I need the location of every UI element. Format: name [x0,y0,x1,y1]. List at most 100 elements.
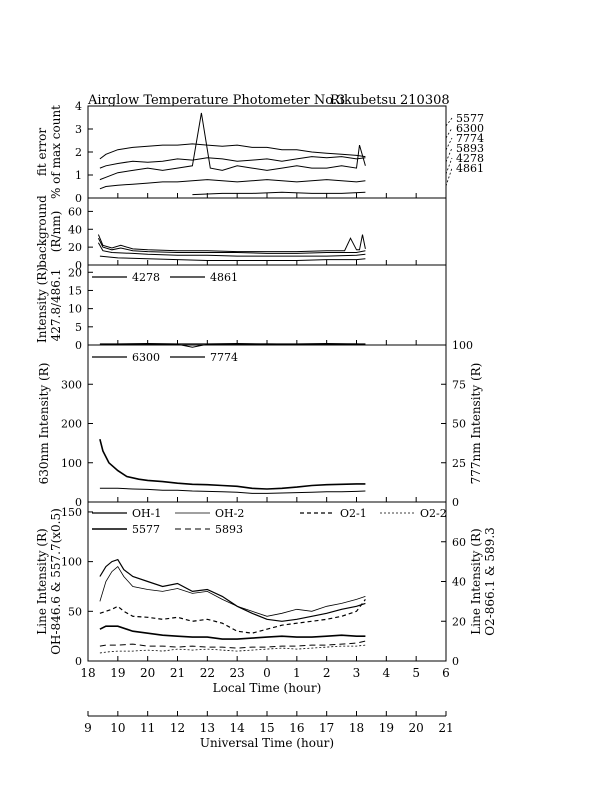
y-right-tick-label-red-intensity: 50 [452,418,466,431]
x-universal-tick-label: 9 [84,721,92,735]
series-line-fit-error-5893 [99,179,366,190]
series-line-background-bg-3 [97,242,366,257]
series-line-line-intensity-O2-1 [99,599,366,634]
x-universal-tick-label: 10 [110,721,125,735]
y-axis-label-fit-error: fit error [35,128,49,176]
y-tick-label-line-intensity: 50 [68,605,82,618]
right-label-4861: 4861 [456,162,484,175]
legend-label-OH-1: OH-1 [132,507,161,520]
series-line-background-bg-2 [97,237,366,254]
y-axis-label-red-intensity: 630nm Intensity (R) [37,363,51,485]
x-local-tick-label: 18 [80,666,95,680]
y-right-tick-label-line-intensity: 0 [452,655,459,668]
y-tick-label-red-intensity: 300 [61,378,82,391]
legend-label-6300: 6300 [132,351,160,364]
y-tick-label-background: 60 [68,205,82,218]
right-label-leader-5893 [445,147,453,163]
x-local-axis-label: Local Time (hour) [213,681,322,695]
y-tick-label-blue-intensity: 20 [68,266,82,279]
right-label-leader-4278 [445,157,453,175]
series-line-line-intensity-5893 [99,640,366,649]
y-axis-label-background: (R/nm) [49,211,63,253]
right-label-leader-5577 [445,117,453,127]
y-axis-label-line-intensity: OH-846.6 & 557.7(x0.5) [49,508,63,655]
x-universal-tick-label: 18 [349,721,364,735]
right-label-leader-7774 [445,137,453,151]
y-tick-label-fit-error: 3 [75,123,82,136]
x-universal-tick-label: 15 [259,721,274,735]
x-local-tick-label: 0 [263,666,271,680]
legend-label-O2-1: O2-1 [340,507,367,520]
x-local-tick-label: 6 [442,666,450,680]
legend-label-OH-2: OH-2 [215,507,244,520]
y-tick-label-red-intensity: 100 [61,457,82,470]
x-universal-tick-label: 14 [230,721,246,735]
series-line-fit-error-7774 [99,112,366,181]
y-axis-label-blue-intensity: Intensity (R) [35,267,49,343]
x-local-tick-label: 5 [412,666,420,680]
x-local-tick-label: 4 [383,666,391,680]
y-tick-label-background: 20 [68,241,82,254]
y-tick-label-red-intensity: 0 [75,496,82,509]
y-tick-label-line-intensity: 150 [61,506,82,519]
right-label-leader-6300 [445,127,453,139]
y-tick-label-blue-intensity: 10 [68,303,82,316]
x-local-tick-label: 20 [140,666,155,680]
y-tick-label-line-intensity: 0 [75,655,82,668]
x-local-tick-label: 21 [170,666,185,680]
series-line-red-intensity-7774 [99,487,366,494]
y-axis-label-line-intensity: Line Intensity (R) [35,528,49,634]
right-label-6300: 6300 [456,122,484,135]
series-line-background-bg-1 [97,234,366,253]
series-line-background-bg-4 [99,255,366,261]
chart-title: Airglow Temperature Photometer No.3 [87,93,345,108]
y-right-tick-label-red-intensity: 0 [452,496,459,509]
series-line-line-intensity-OH-1 [99,558,366,622]
y-tick-label-background: 40 [68,223,82,236]
y-tick-label-fit-error: 4 [75,100,82,113]
y-tick-label-line-intensity: 100 [61,556,82,569]
series-line-fit-error-4278 [192,191,366,196]
x-universal-tick-label: 16 [289,721,304,735]
x-universal-tick-label: 12 [170,721,185,735]
x-universal-tick-label: 20 [409,721,424,735]
x-local-tick-label: 2 [323,666,331,680]
series-line-red-intensity-6300 [99,439,366,490]
y-right-axis-label-line-intensity: Line Intensity (R) [469,528,483,634]
right-label-5893: 5893 [456,142,484,155]
series-line-line-intensity-OH-2 [99,565,366,617]
series-line-fit-error-6300 [99,156,366,169]
y-right-tick-label-red-intensity: 25 [452,457,466,470]
date-label: 210308 [400,93,450,108]
y-tick-label-red-intensity: 200 [61,418,82,431]
x-local-tick-label: 3 [353,666,361,680]
y-tick-label-background: 0 [75,259,82,272]
y-right-tick-label-red-intensity: 75 [452,378,466,391]
legend-label-4278: 4278 [132,271,160,284]
y-tick-label-blue-intensity: 0 [75,339,82,352]
y-tick-label-fit-error: 1 [75,169,82,182]
panel-frame-red-intensity [87,344,447,503]
x-local-tick-label: 1 [293,666,301,680]
legend-label-7774: 7774 [210,351,238,364]
series-line-fit-error-5577 [99,143,366,160]
y-right-tick-label-line-intensity: 40 [452,576,466,589]
x-local-tick-label: 23 [230,666,245,680]
legend-label-O2-2: O2-2 [420,507,447,520]
station-name: Rikubetsu [330,93,396,108]
x-universal-axis-label: Universal Time (hour) [200,736,334,750]
panel-frame-fit-error [87,105,447,199]
x-local-tick-label: 22 [200,666,215,680]
x-universal-tick-label: 17 [319,721,334,735]
right-label-4278: 4278 [456,152,484,165]
right-label-5577: 5577 [456,112,484,125]
series-line-line-intensity-5577 [99,625,366,640]
y-tick-label-blue-intensity: 15 [68,284,82,297]
x-universal-tick-label: 21 [438,721,453,735]
y-right-tick-label-red-intensity: 100 [452,339,473,352]
series-line-blue-intensity-4861 [99,343,366,348]
y-right-axis-label-red-intensity: 777nm Intensity (R) [469,363,483,485]
x-universal-tick-label: 19 [379,721,394,735]
legend-label-5893: 5893 [215,523,243,536]
